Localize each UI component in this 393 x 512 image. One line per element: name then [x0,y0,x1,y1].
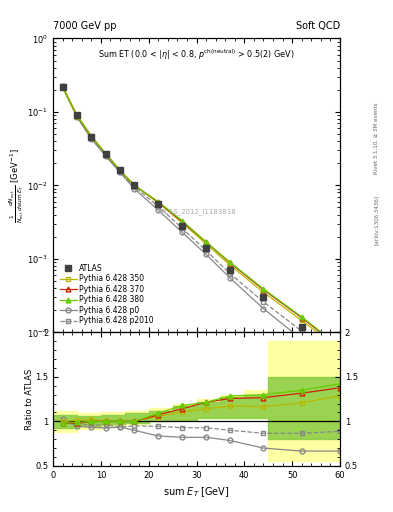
Text: 7000 GeV pp: 7000 GeV pp [53,21,117,31]
Text: ATLAS_2012_I1183818: ATLAS_2012_I1183818 [156,208,237,215]
Legend: ATLAS, Pythia 6.428 350, Pythia 6.428 370, Pythia 6.428 380, Pythia 6.428 p0, Py: ATLAS, Pythia 6.428 350, Pythia 6.428 37… [57,261,157,329]
Y-axis label: $\frac{1}{N_\mathrm{evt}} \frac{d N_\mathrm{evt}}{d\,\mathrm{sum}\,E_T}\ [\mathr: $\frac{1}{N_\mathrm{evt}} \frac{d N_\mat… [7,148,26,223]
Text: [arXiv:1306.3436]: [arXiv:1306.3436] [374,195,379,245]
Y-axis label: Ratio to ATLAS: Ratio to ATLAS [25,369,34,430]
X-axis label: sum $E_T$ [GeV]: sum $E_T$ [GeV] [163,485,230,499]
Text: Rivet 3.1.10, ≥ 3M events: Rivet 3.1.10, ≥ 3M events [374,102,379,174]
Text: Sum ET (0.0 < $|\eta|$ < 0.8, $p^{\rm ch(neutral)}$ > 0.5(2) GeV): Sum ET (0.0 < $|\eta|$ < 0.8, $p^{\rm ch… [98,47,295,61]
Text: Soft QCD: Soft QCD [296,21,340,31]
